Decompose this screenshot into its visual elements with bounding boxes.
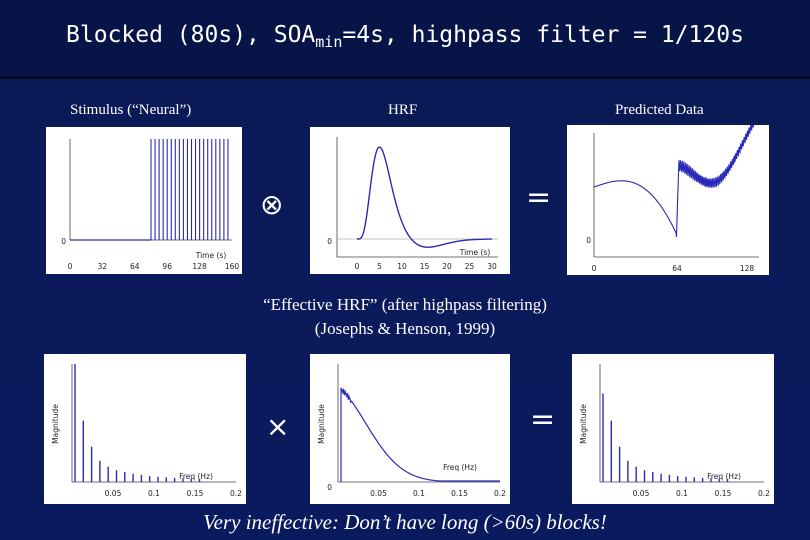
effective-hrf-spectrum-plot: Magnitude Freq (Hz) 0 0.05 0.1 0.15 0.2 <box>310 354 510 504</box>
title-bar: Blocked (80s), SOAmin=4s, highpass filte… <box>0 0 810 79</box>
x-tick-label: 160 <box>225 262 240 271</box>
effective-hrf-caption: “Effective HRF” (after highpass filterin… <box>0 293 810 341</box>
hrf-plot: 0 0 5 10 15 20 25 30 Time (s) <box>310 127 510 274</box>
predicted-spectrum-chart: Magnitude Freq (Hz) 0.05 0.1 0.15 0.2 <box>579 364 770 498</box>
hrf-chart: 0 0 5 10 15 20 25 30 Time (s) <box>327 137 498 271</box>
hrf-curve <box>357 146 492 248</box>
x-tick-label: 0.1 <box>676 489 688 498</box>
predicted-curve <box>593 125 755 238</box>
x-tick-label: 0.05 <box>633 489 650 498</box>
footer-note: Very ineffective: Don’t have long (>60s)… <box>203 510 607 534</box>
x-tick-label: 0.15 <box>187 489 204 498</box>
slide-title: Blocked (80s), SOAmin=4s, highpass filte… <box>66 22 744 51</box>
x-tick-label: 0.1 <box>148 489 160 498</box>
convolve-operator: ⊗ <box>260 188 284 221</box>
x-tick-label: 0.1 <box>413 489 425 498</box>
x-tick-label: 0 <box>327 483 332 492</box>
x-tick-label: 0.2 <box>494 489 506 498</box>
effective-hrf-spectrum-curve <box>340 387 500 482</box>
predicted-label: Predicted Data <box>615 102 704 118</box>
x-tick-label: 0.15 <box>715 489 732 498</box>
x-tick-label: 25 <box>465 262 475 271</box>
caption-line-2: (Josephs & Henson, 1999) <box>314 319 496 338</box>
x-tick-label: 0 <box>68 262 73 271</box>
stimulus-spectrum-plot: Magnitude Freq (Hz) 0.05 0.1 0.15 0.2 <box>44 354 246 504</box>
x-axis-label: Time (s) <box>459 248 491 257</box>
stimulus-spectrum-chart: Magnitude Freq (Hz) 0.05 0.1 0.15 0.2 <box>51 364 242 498</box>
x-axis-label: Freq (Hz) <box>707 472 741 481</box>
x-axis-label: Freq (Hz) <box>179 472 213 481</box>
x-tick-label: 20 <box>442 262 452 271</box>
x-tick-label: 0.05 <box>370 489 387 498</box>
x-tick-label: 30 <box>487 262 497 271</box>
x-tick-label: 0.15 <box>451 489 468 498</box>
x-tick-label: 0.05 <box>105 489 122 498</box>
x-tick-label: 15 <box>420 262 430 271</box>
effective-hrf-spectrum-chart: Magnitude Freq (Hz) 0 0.05 0.1 0.15 0.2 <box>317 364 506 498</box>
predicted-spectrum-plot: Magnitude Freq (Hz) 0.05 0.1 0.15 0.2 <box>572 354 774 504</box>
y-tick-label: 0 <box>586 236 591 245</box>
x-tick-label: 128 <box>740 264 755 273</box>
predicted-plot: 0 0 64 128 <box>567 125 769 275</box>
equals-operator-top: = <box>526 180 552 215</box>
multiply-operator: × <box>266 410 290 443</box>
x-tick-label: 96 <box>162 262 172 271</box>
y-axis-label: Magnitude <box>317 404 326 444</box>
stimulus-label: Stimulus (“Neural”) <box>70 102 192 118</box>
y-tick-label: 0 <box>61 237 66 246</box>
x-tick-label: 0 <box>592 264 597 273</box>
x-tick-label: 0.2 <box>230 489 242 498</box>
x-tick-label: 5 <box>377 262 382 271</box>
equals-operator-bottom: = <box>530 402 556 437</box>
x-tick-label: 64 <box>672 264 682 273</box>
x-tick-label: 0.2 <box>758 489 770 498</box>
y-tick-label: 0 <box>327 237 332 246</box>
y-axis-label: Magnitude <box>51 404 60 444</box>
x-tick-label: 32 <box>98 262 108 271</box>
hrf-label: HRF <box>388 102 418 118</box>
stimulus-chart: 0 0 32 64 96 128 160 Time (s) <box>61 139 240 271</box>
x-axis-label: Freq (Hz) <box>443 463 477 472</box>
x-tick-label: 0 <box>355 262 360 271</box>
x-tick-label: 10 <box>397 262 407 271</box>
caption-line-1: “Effective HRF” (after highpass filterin… <box>263 295 547 314</box>
stimulus-plot: 0 0 32 64 96 128 160 Time (s) <box>46 127 242 274</box>
predicted-chart: 0 0 64 128 <box>586 125 759 273</box>
y-axis-label: Magnitude <box>579 404 588 444</box>
x-tick-label: 64 <box>130 262 140 271</box>
x-tick-label: 128 <box>192 262 207 271</box>
x-axis-label: Time (s) <box>195 251 227 260</box>
